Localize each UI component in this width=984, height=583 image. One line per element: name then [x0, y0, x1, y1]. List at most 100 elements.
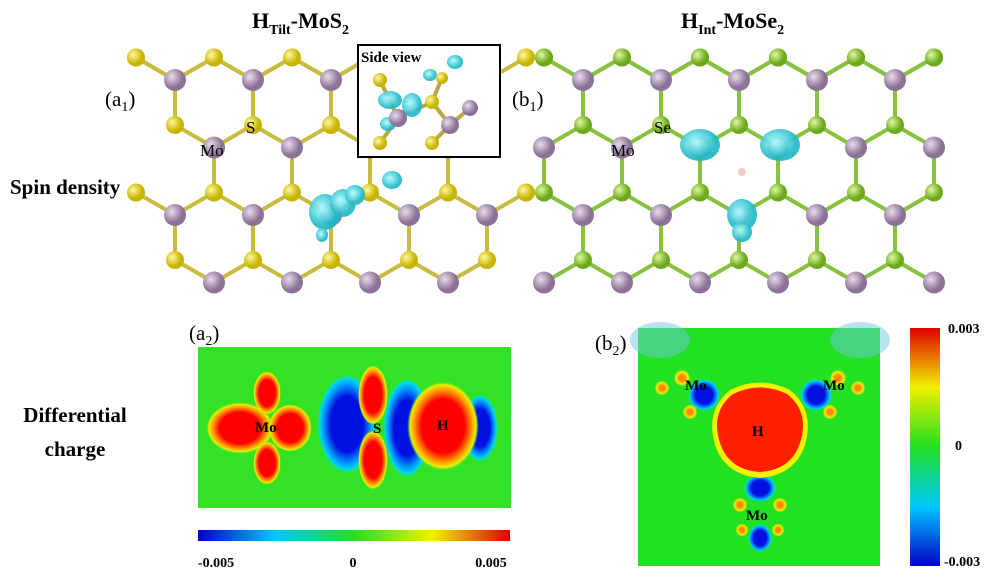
atom-label: Mo — [200, 141, 224, 160]
panel-label: (b2) — [595, 331, 627, 359]
chalcogen-atom — [925, 183, 943, 202]
mo-atom — [320, 69, 342, 91]
mo-atom — [242, 69, 264, 91]
chalcogen-atom — [808, 251, 826, 269]
label-sub: 1 — [121, 100, 128, 115]
colorbar-a: -0.005 0 0.005 — [198, 530, 510, 571]
mo-atom — [281, 271, 303, 294]
chalcogen-atom — [730, 251, 748, 269]
colorbar-tick: 0 — [955, 439, 962, 454]
mo-atom — [884, 204, 906, 226]
chalcogen-atom — [574, 116, 592, 134]
mo-atom — [476, 204, 498, 226]
title-sub: Int — [698, 23, 716, 38]
mo-atom — [359, 271, 381, 294]
chalcogen-atom — [166, 116, 184, 134]
chalcogen-atom — [613, 48, 631, 67]
chalcogen-atom — [205, 183, 223, 202]
panel-label: (a2) — [189, 321, 219, 349]
mo-atom — [611, 136, 633, 159]
atom-label: Mo — [611, 141, 635, 160]
chalcogen-atom — [925, 48, 943, 67]
mo-atom — [437, 271, 459, 294]
chalcogen-atom — [769, 48, 787, 67]
mo-atom — [533, 271, 555, 294]
title-text: H — [681, 8, 698, 33]
row-label: Differential — [23, 403, 127, 427]
charge-map-a: Mo S H — [198, 347, 511, 508]
chalcogen-atom — [730, 116, 748, 134]
atom-label: S — [246, 118, 255, 137]
mo-atom — [203, 271, 225, 294]
title-sub: 2 — [777, 23, 784, 38]
colorbar-tick: 0.003 — [948, 322, 980, 337]
mo-atom — [806, 204, 828, 226]
label-text: ) — [128, 87, 135, 111]
colorbar-tick: -0.003 — [944, 555, 980, 570]
chalcogen-atom — [535, 48, 553, 67]
mo-atom — [689, 271, 711, 294]
mo-atom — [728, 69, 750, 91]
mo-atom — [242, 204, 264, 226]
row-label: Spin density — [10, 175, 121, 199]
title-sub: Tilt — [269, 23, 291, 38]
charge-map-b: Mo Mo H Mo — [630, 322, 890, 566]
chalcogen-atom — [244, 251, 262, 269]
chalcogen-atom — [691, 183, 709, 202]
chalcogen-atom — [400, 251, 418, 269]
title-a: HTilt-MoS2 — [252, 8, 349, 38]
label-text: (b — [595, 331, 613, 355]
colorbar-tick: 0 — [350, 556, 357, 571]
label-text: (b — [512, 87, 530, 111]
mose2-lattice — [533, 48, 945, 294]
chalcogen-atom — [478, 251, 496, 269]
mo-atom — [650, 69, 672, 91]
side-view-inset: Side view — [357, 44, 501, 158]
atom-label: Mo — [685, 378, 707, 394]
mo-atom — [164, 69, 186, 91]
label-text: (a — [105, 87, 122, 111]
title-text: -MoS — [291, 8, 342, 33]
chalcogen-atom — [244, 116, 262, 134]
chalcogen-atom — [322, 116, 340, 134]
chalcogen-atom — [613, 183, 631, 202]
chalcogen-atom — [691, 48, 709, 67]
mo-atom — [572, 69, 594, 91]
chalcogen-atom — [127, 48, 145, 67]
atom-label: Mo — [255, 420, 277, 436]
mo-atom — [845, 271, 867, 294]
chalcogen-atom — [886, 116, 904, 134]
colorbar-tick: -0.005 — [198, 556, 234, 571]
inset-label: Side view — [361, 50, 422, 66]
chalcogen-atom — [205, 48, 223, 67]
label-text: (a — [189, 321, 206, 345]
spin-density-a — [309, 171, 402, 242]
atom-label: S — [373, 421, 381, 437]
chalcogen-atom — [847, 48, 865, 67]
chalcogen-atom — [535, 183, 553, 202]
mo-atom — [767, 271, 789, 294]
chalcogen-atom — [517, 48, 535, 67]
panel-label: (a1) — [105, 87, 135, 115]
label-text: ) — [620, 331, 627, 355]
atom-label: H — [752, 424, 764, 440]
label-text: ) — [537, 87, 544, 111]
label-sub: 1 — [530, 100, 537, 115]
panel-label: (b1) — [512, 87, 544, 115]
chalcogen-atom — [886, 251, 904, 269]
chalcogen-atom — [283, 183, 301, 202]
atom-label: Mo — [823, 378, 845, 394]
title-text: H — [252, 8, 269, 33]
chalcogen-atom — [283, 48, 301, 67]
mo-atom — [806, 69, 828, 91]
title-sub: 2 — [342, 23, 349, 38]
chalcogen-atom — [517, 183, 535, 202]
chalcogen-atom — [847, 183, 865, 202]
label-sub: 2 — [205, 334, 212, 349]
chalcogen-atom — [652, 116, 670, 134]
atom-label: Mo — [746, 508, 768, 524]
label-sub: 2 — [613, 344, 620, 359]
chalcogen-atom — [574, 251, 592, 269]
mo-atom — [884, 69, 906, 91]
